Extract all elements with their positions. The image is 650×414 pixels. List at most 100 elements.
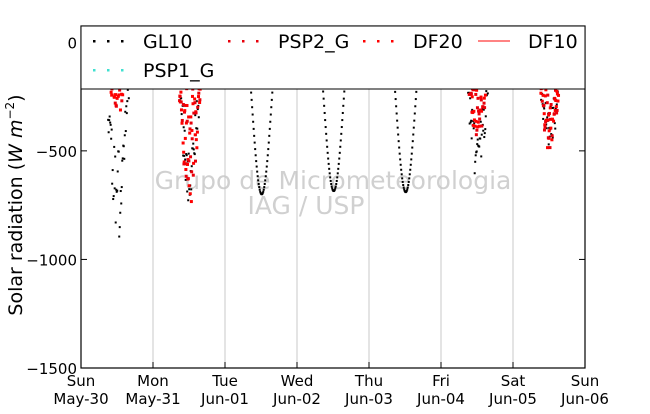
- legend-marker: [107, 69, 110, 72]
- gl10-point: [116, 189, 119, 192]
- gl10-point: [253, 134, 256, 137]
- gl10-point: [185, 154, 188, 157]
- y-axis-label-main: Solar radiation: [5, 176, 27, 315]
- gl10-point: [187, 152, 190, 155]
- gl10-point: [337, 162, 340, 165]
- gl10-point: [126, 100, 129, 103]
- gl10-point: [256, 175, 259, 178]
- psp2-g-point: [120, 99, 124, 103]
- df20-point: [549, 126, 553, 130]
- gl10-point: [271, 91, 274, 94]
- legend-label: DF10: [528, 31, 578, 53]
- gl10-point: [400, 168, 403, 171]
- x-tick-label-day: Thu: [354, 372, 383, 390]
- gl10-point: [254, 154, 257, 157]
- watermark-line-2: IAG / USP: [248, 191, 365, 220]
- gl10-point: [401, 180, 404, 183]
- gl10-point: [543, 107, 546, 110]
- gl10-point: [486, 92, 489, 95]
- psp2-g-point: [480, 124, 484, 128]
- gl10-point: [324, 126, 327, 129]
- df20-point: [185, 104, 189, 108]
- gl10-point: [265, 165, 268, 168]
- gl10-point: [123, 157, 126, 160]
- gl10-point: [551, 136, 554, 139]
- gl10-point: [552, 106, 555, 109]
- gl10-point: [403, 188, 406, 191]
- df20-point: [553, 108, 557, 112]
- gl10-point: [197, 116, 200, 119]
- psp2-g-point: [185, 119, 189, 123]
- gl10-point: [269, 120, 272, 123]
- gl10-point: [261, 192, 264, 195]
- legend-marker: [377, 40, 380, 43]
- gl10-point: [415, 90, 418, 93]
- gl10-point: [336, 172, 339, 175]
- gl10-point: [402, 186, 405, 189]
- gl10-point: [338, 157, 341, 160]
- psp2-g-point: [479, 98, 483, 102]
- df20-point: [190, 94, 194, 98]
- gl10-point: [480, 155, 483, 158]
- psp2-g-point: [191, 173, 195, 177]
- gl10-point: [555, 103, 558, 106]
- df20-point: [542, 112, 546, 116]
- df20-point: [539, 91, 543, 95]
- gl10-point: [340, 126, 343, 129]
- psp2-g-point: [477, 112, 481, 116]
- df20-point: [189, 115, 193, 119]
- df20-point: [193, 97, 197, 101]
- gl10-point: [475, 150, 478, 153]
- gl10-point: [250, 98, 253, 101]
- gl10-point: [255, 165, 258, 168]
- psp2-g-point: [540, 99, 544, 103]
- gl10-point: [265, 170, 268, 173]
- df20-point: [184, 121, 188, 125]
- gl10-point: [335, 182, 338, 185]
- gl10-point: [125, 105, 128, 108]
- gl10-point: [250, 91, 253, 94]
- df20-point: [550, 138, 554, 142]
- gl10-point: [108, 119, 111, 122]
- gl10-point: [408, 173, 411, 176]
- gl10-point: [398, 146, 401, 149]
- gl10-point: [476, 138, 479, 141]
- psp2-g-point: [555, 111, 559, 115]
- gl10-point: [409, 168, 412, 171]
- gl10-point: [414, 105, 417, 108]
- gl10-point: [190, 165, 193, 168]
- df20-point: [117, 93, 121, 97]
- psp2-g-point: [186, 177, 190, 181]
- psp2-g-point: [184, 162, 188, 166]
- psp2-g-point: [476, 96, 480, 100]
- psp2-g-point: [192, 111, 196, 115]
- psp2-g-point: [546, 93, 550, 97]
- gl10-point: [267, 141, 270, 144]
- gl10-point: [402, 184, 405, 187]
- x-tick-label-day: Sun: [571, 372, 600, 390]
- psp2-g-point: [542, 103, 546, 107]
- gl10-point: [470, 119, 473, 122]
- df20-point: [183, 136, 187, 140]
- gl10-point: [396, 126, 399, 129]
- df20-point: [114, 93, 118, 97]
- gl10-point: [121, 159, 124, 162]
- gl10-point: [324, 119, 327, 122]
- gl10-point: [108, 115, 111, 118]
- gl10-point: [115, 188, 118, 191]
- df20-point: [188, 131, 192, 135]
- df20-point: [556, 99, 560, 103]
- gl10-point: [114, 155, 117, 158]
- gl10-point: [343, 90, 346, 93]
- gl10-point: [268, 134, 271, 137]
- psp2-g-point: [483, 106, 487, 110]
- df20-point: [179, 90, 183, 94]
- psp2-g-point: [118, 88, 122, 92]
- gl10-point: [473, 122, 476, 125]
- gl10-point: [334, 185, 337, 188]
- df20-point: [187, 184, 191, 188]
- df20-point: [195, 146, 199, 150]
- psp2-g-point: [550, 134, 554, 138]
- psp2-g-point: [193, 101, 197, 105]
- gl10-point: [484, 128, 487, 131]
